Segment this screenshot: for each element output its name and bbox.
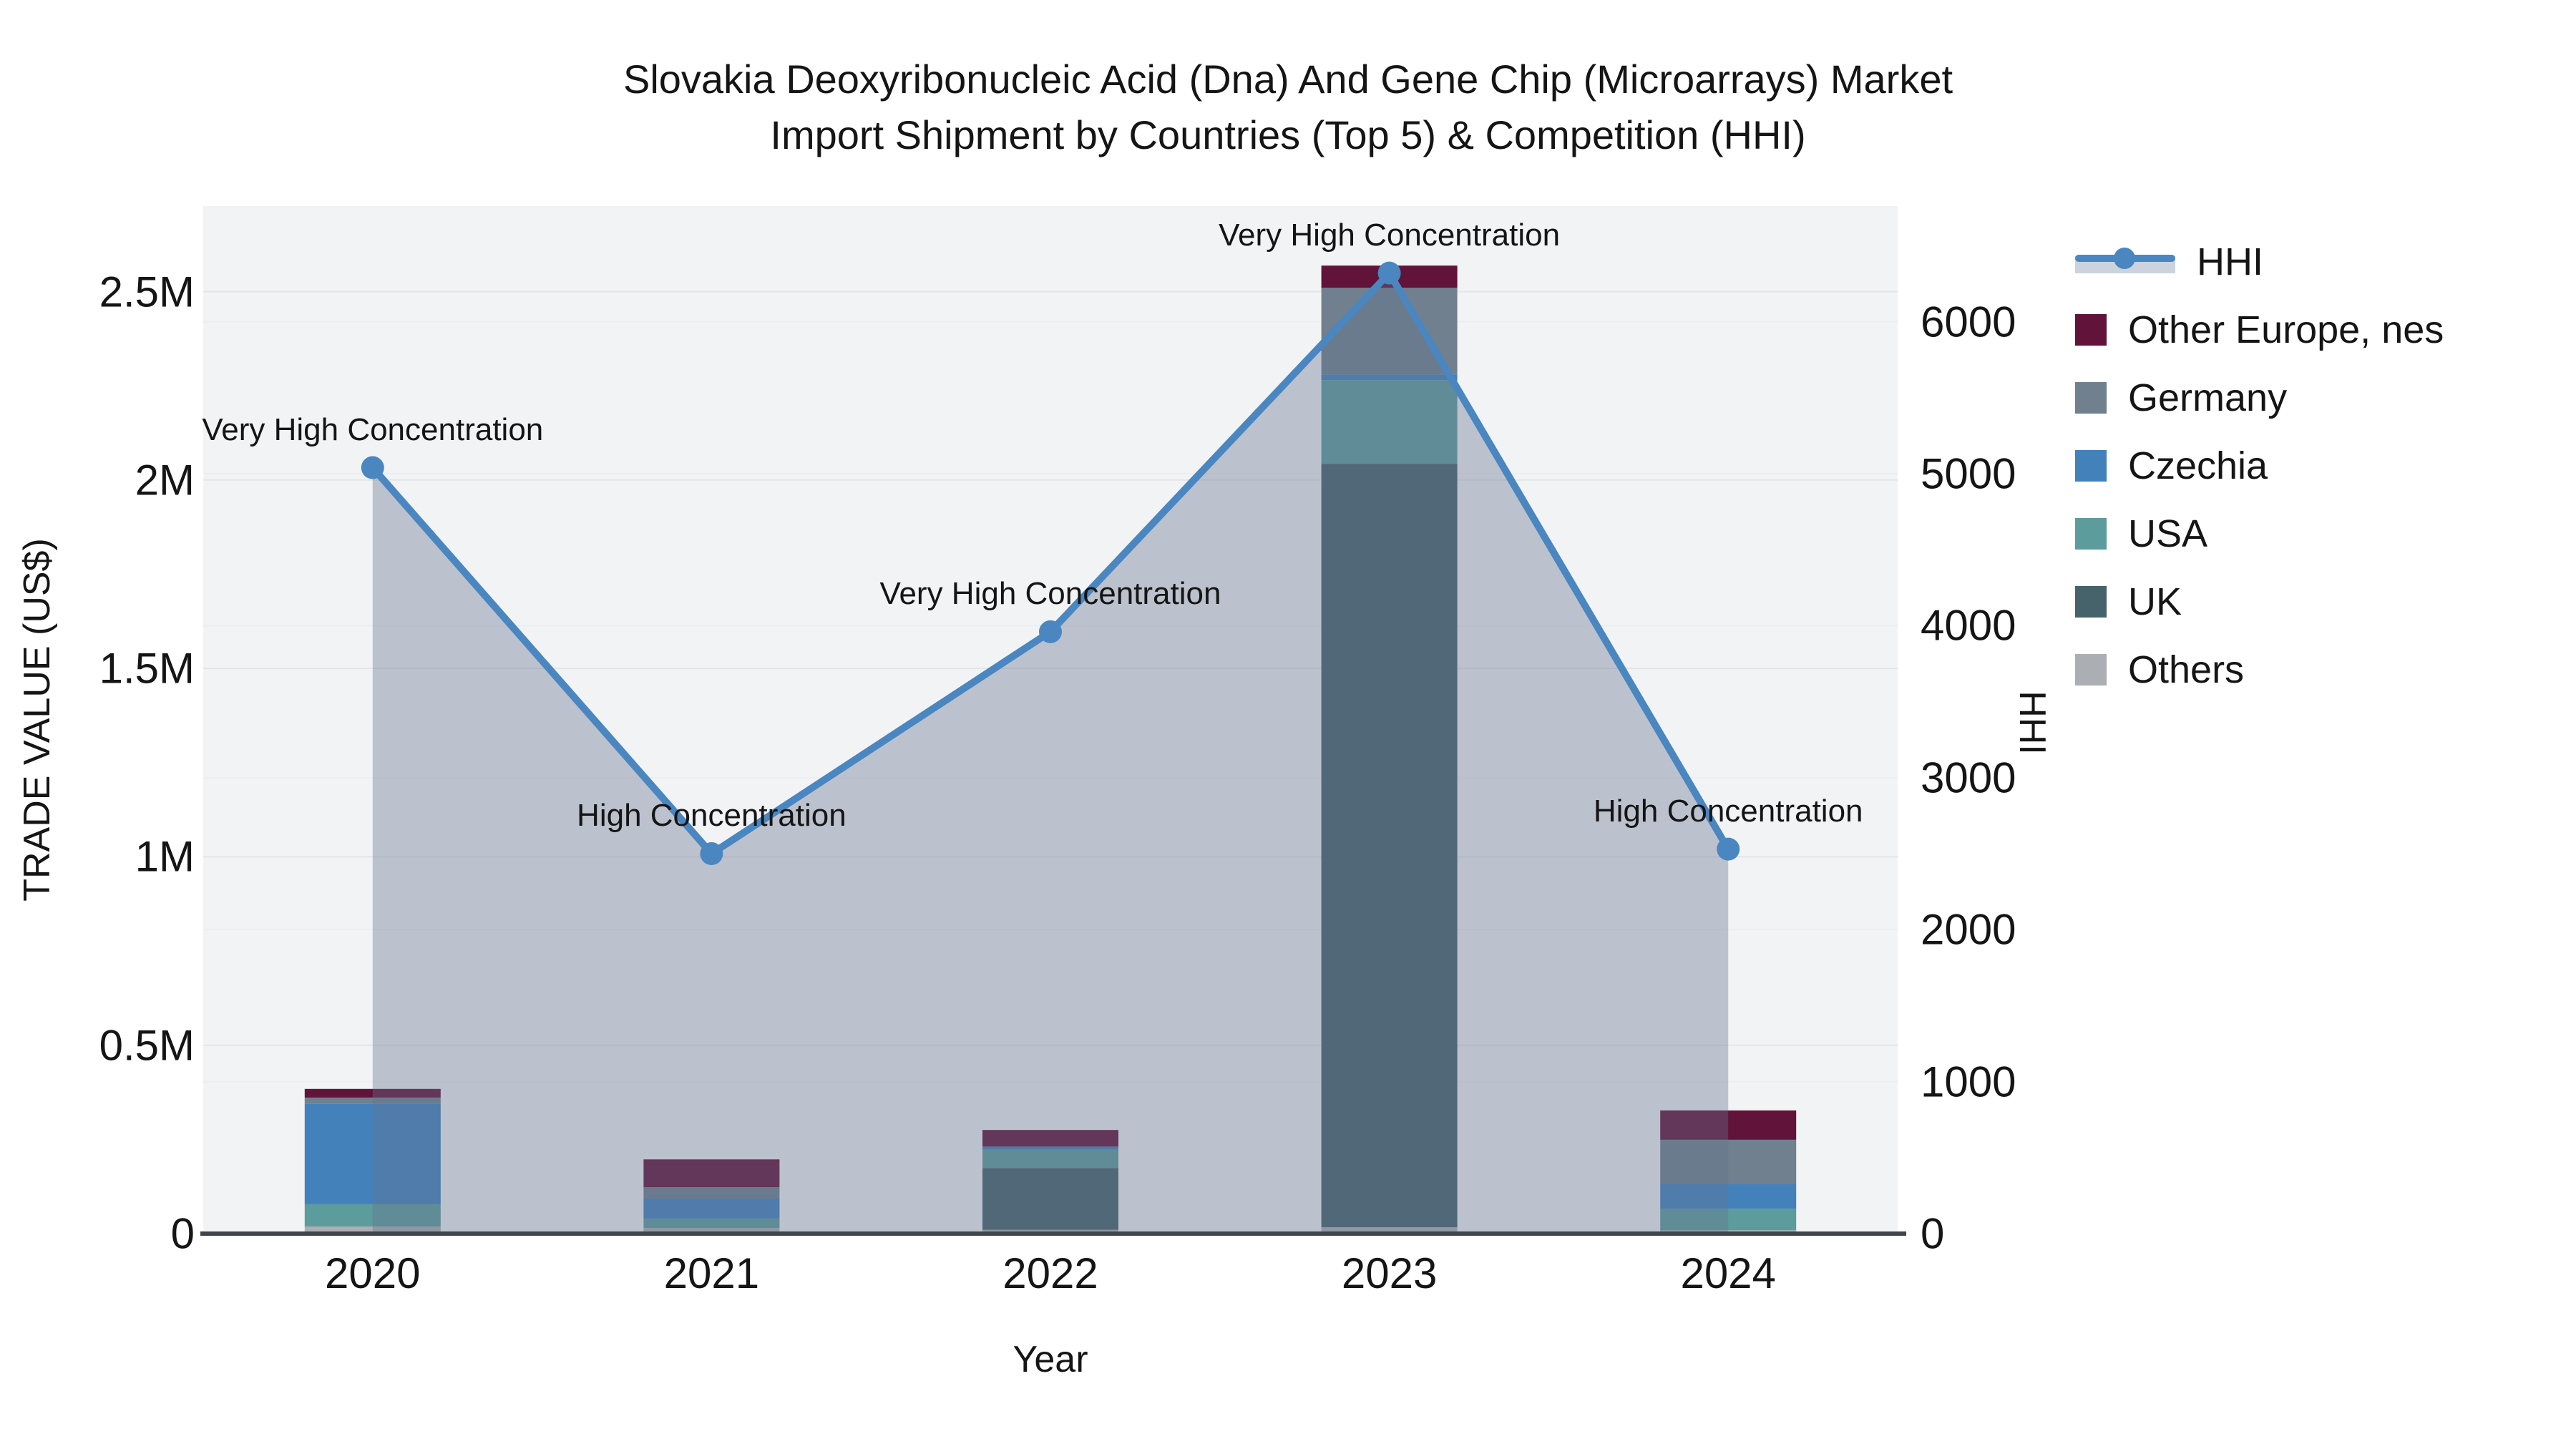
- hhi-area: [372, 273, 1729, 1234]
- legend-item-hhi[interactable]: HHI: [2075, 228, 2444, 296]
- hhi-line-swatch-icon: [2075, 246, 2175, 278]
- bar-segment-czechia: [1321, 374, 1458, 381]
- hhi-line-dot: [2114, 247, 2135, 269]
- hhi-marker: [1039, 620, 1062, 643]
- legend-item-czechia[interactable]: Czechia: [2075, 431, 2444, 499]
- legend-label: Czechia: [2128, 444, 2268, 487]
- bar-segment-other-europe-nes: [982, 1130, 1118, 1147]
- x-axis-line: [200, 1231, 1906, 1236]
- bar-segment-germany: [643, 1187, 780, 1199]
- legend-item-usa[interactable]: USA: [2075, 499, 2444, 567]
- bar-segment-usa: [982, 1149, 1118, 1169]
- right-tick-label: 6000: [1921, 298, 2016, 346]
- left-tick-label: 0.5M: [99, 1021, 195, 1070]
- legend-label: Germany: [2128, 376, 2288, 419]
- bar-segment-czechia: [1660, 1184, 1797, 1209]
- x-tick-label: 2022: [1002, 1249, 1098, 1297]
- hhi-marker: [700, 842, 723, 865]
- left-axis-title: TRADE VALUE (US$): [16, 538, 58, 902]
- right-axis-title: HHI: [2011, 691, 2053, 755]
- legend-swatch-icon: [2075, 517, 2107, 550]
- x-tick-label: 2021: [663, 1249, 760, 1297]
- right-tick-label: 1000: [1921, 1058, 2016, 1106]
- bar-segment-czechia: [304, 1103, 441, 1204]
- concentration-annotation: Very High Concentration: [1219, 217, 1561, 253]
- bar-segment-usa: [1660, 1209, 1797, 1231]
- left-tick-label: 1.5M: [99, 644, 195, 693]
- bar-segment-other-europe-nes: [304, 1088, 441, 1098]
- hhi-marker: [361, 456, 384, 479]
- bar-segment-other-europe-nes: [643, 1159, 780, 1188]
- legend-label: Other Europe, nes: [2128, 308, 2444, 351]
- chart-title: Slovakia Deoxyribonucleic Acid (Dna) And…: [0, 52, 2576, 163]
- legend-item-uk[interactable]: UK: [2075, 567, 2444, 635]
- legend-swatch-icon: [2075, 449, 2107, 482]
- bar-segment-uk: [1321, 464, 1458, 1228]
- legend-swatch-icon: [2075, 585, 2107, 618]
- plot-background: [203, 206, 1898, 1234]
- legend-item-others[interactable]: Others: [2075, 635, 2444, 703]
- concentration-annotation: High Concentration: [577, 798, 847, 833]
- chart-title-line2: Import Shipment by Countries (Top 5) & C…: [770, 112, 1806, 157]
- bar-segment-other-europe-nes: [1660, 1110, 1797, 1140]
- x-tick-label: 2020: [325, 1249, 421, 1297]
- x-axis-title: Year: [1013, 1339, 1088, 1380]
- x-tick-label: 2024: [1680, 1249, 1776, 1297]
- concentration-annotation: High Concentration: [1593, 793, 1863, 829]
- left-tick-label: 0: [170, 1209, 195, 1258]
- right-tick-label: 2000: [1921, 905, 2016, 954]
- concentration-annotation: Very High Concentration: [202, 411, 544, 447]
- legend-label: USA: [2128, 512, 2208, 555]
- legend-label: UK: [2128, 580, 2182, 623]
- left-tick-label: 2.5M: [99, 268, 195, 316]
- legend-item-other-europe-nes[interactable]: Other Europe, nes: [2075, 296, 2444, 364]
- legend-swatch-icon: [2075, 653, 2107, 686]
- bar-segment-others: [1321, 1227, 1458, 1234]
- bar-segment-usa: [1321, 380, 1458, 464]
- legend-item-germany[interactable]: Germany: [2075, 364, 2444, 431]
- bar-segment-usa: [304, 1204, 441, 1226]
- left-tick-label: 2M: [135, 456, 195, 504]
- bar-segment-germany: [1321, 288, 1458, 375]
- legend-swatch-icon: [2075, 313, 2107, 346]
- right-tick-label: 5000: [1921, 449, 2016, 498]
- x-tick-label: 2023: [1341, 1249, 1438, 1297]
- right-tick-label: 4000: [1921, 601, 2016, 650]
- bar-segment-czechia: [643, 1199, 780, 1219]
- bar-segment-uk: [982, 1168, 1118, 1230]
- legend-swatch-icon: [2075, 381, 2107, 414]
- right-tick-label: 3000: [1921, 753, 2016, 802]
- right-tick-label: 0: [1921, 1209, 1945, 1258]
- legend: HHI Other Europe, nes Germany Czechia USA UK O…: [2075, 228, 2444, 703]
- legend-label: Others: [2128, 648, 2245, 691]
- bar-segment-usa: [643, 1218, 780, 1229]
- bar-segment-czechia: [982, 1146, 1118, 1150]
- hhi-marker: [1377, 261, 1401, 285]
- left-tick-label: 1M: [135, 832, 195, 881]
- chart-title-line1: Slovakia Deoxyribonucleic Acid (Dna) And…: [623, 57, 1953, 102]
- hhi-marker: [1717, 837, 1740, 861]
- bar-segment-others: [643, 1228, 780, 1234]
- concentration-annotation: Very High Concentration: [879, 575, 1221, 611]
- bar-segment-others: [304, 1226, 441, 1234]
- bar-segment-germany: [1660, 1139, 1797, 1185]
- bar-segment-germany: [304, 1097, 441, 1104]
- legend-label: HHI: [2197, 240, 2263, 283]
